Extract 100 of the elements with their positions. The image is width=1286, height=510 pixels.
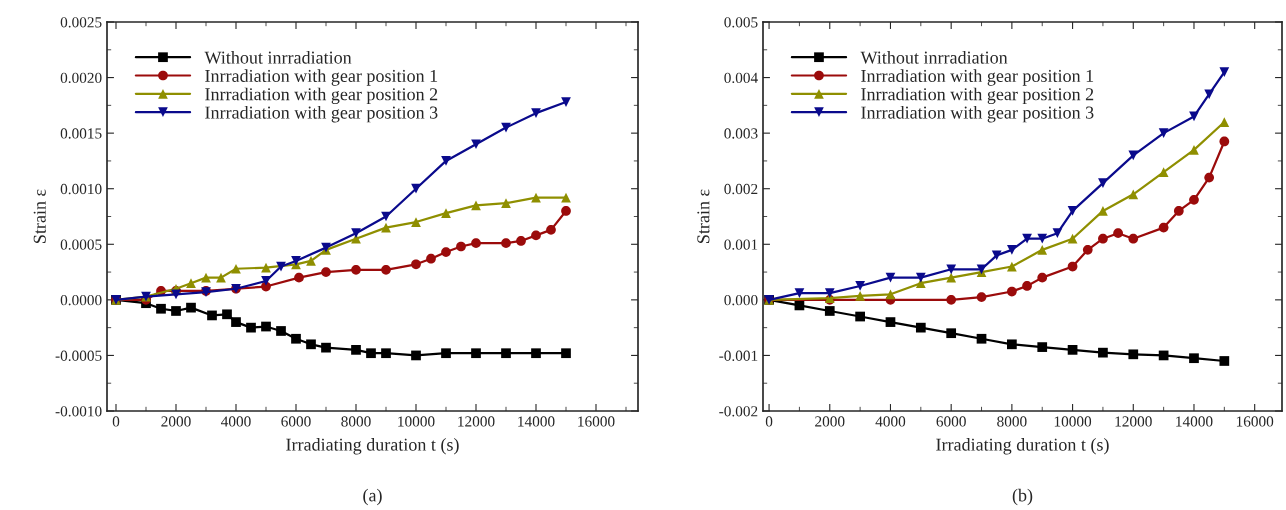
- y-tick-label: -0.002: [719, 406, 758, 417]
- point: [794, 288, 805, 299]
- point: [411, 350, 421, 361]
- point: [915, 272, 926, 283]
- point: [824, 306, 835, 316]
- point: [1067, 233, 1078, 244]
- point: [1007, 244, 1017, 255]
- y-tick-label: 0.0000: [60, 295, 102, 306]
- x-tick-label: 16000: [578, 416, 615, 427]
- x-tick-label: 0: [112, 416, 120, 427]
- text: (b): [1012, 488, 1033, 506]
- legend-label: Inrradiation with gear position 2: [861, 87, 1094, 105]
- point: [855, 291, 865, 301]
- point: [1158, 167, 1169, 177]
- x-tick-label: 10000: [398, 416, 435, 427]
- point: [946, 295, 957, 305]
- point: [231, 263, 241, 274]
- point: [976, 333, 987, 344]
- point: [1158, 128, 1169, 138]
- y-tick-label: 0.000: [724, 295, 758, 306]
- legend-label: Without inrradiation: [204, 51, 352, 64]
- point: [171, 289, 181, 300]
- point: [321, 342, 331, 353]
- point: [1173, 206, 1184, 216]
- point: [1128, 349, 1139, 360]
- point: [471, 348, 481, 359]
- point: [1022, 233, 1032, 244]
- point: [246, 322, 256, 333]
- point: [885, 272, 896, 283]
- point: [855, 311, 865, 322]
- point: [531, 348, 541, 359]
- x-axis-title: Irradiating duration t (s): [936, 438, 1109, 455]
- point: [501, 238, 511, 249]
- point: [381, 348, 391, 359]
- point: [291, 333, 301, 344]
- point: [1189, 353, 1199, 364]
- point: [441, 348, 451, 359]
- point: [946, 328, 957, 339]
- point: [1067, 206, 1078, 216]
- y-tick-label: 0.003: [724, 128, 758, 139]
- x-tick-label: 4000: [875, 416, 906, 427]
- y-tick-label: -0.0010: [55, 406, 102, 417]
- point: [261, 321, 271, 332]
- point: [294, 272, 304, 283]
- point: [915, 322, 926, 333]
- point: [1007, 261, 1017, 272]
- point: [885, 317, 896, 327]
- point: [1022, 281, 1032, 291]
- point: [1158, 222, 1169, 233]
- point: [1052, 228, 1063, 239]
- point: [276, 326, 286, 336]
- point: [351, 345, 361, 355]
- point: [885, 289, 896, 300]
- text: (a): [363, 488, 382, 506]
- point: [1219, 136, 1230, 147]
- point: [381, 264, 391, 275]
- y-tick-label: 0.001: [724, 239, 758, 250]
- point: [1098, 206, 1108, 216]
- point: [1037, 342, 1048, 352]
- point: [1067, 345, 1078, 355]
- point: [426, 253, 436, 264]
- point: [186, 302, 196, 313]
- point: [946, 272, 957, 283]
- legend-label: Inrradiation with gear position 1: [861, 69, 1094, 86]
- point: [1128, 189, 1139, 200]
- point: [824, 288, 835, 299]
- x-tick-label: 8000: [997, 416, 1027, 427]
- legend-label: Inrradiation with gear position 3: [861, 105, 1094, 123]
- y-tick-label: 0.0005: [60, 239, 102, 250]
- point: [1128, 233, 1139, 244]
- point: [1067, 261, 1078, 272]
- point: [261, 276, 271, 286]
- x-tick-label: 14000: [518, 416, 555, 427]
- point: [546, 224, 556, 235]
- point: [1037, 244, 1048, 255]
- y-tick-label: 0.0020: [60, 72, 102, 84]
- point: [171, 306, 181, 316]
- x-tick-label: 12000: [1115, 416, 1152, 427]
- point: [207, 310, 217, 321]
- x-tick-label: 2000: [815, 416, 845, 427]
- y-tick-label: 0.0010: [60, 183, 102, 195]
- point: [306, 256, 316, 266]
- point: [1219, 67, 1230, 77]
- point: [976, 292, 987, 302]
- point: [291, 256, 301, 266]
- x-tick-label: 2000: [161, 416, 191, 427]
- point: [561, 348, 571, 359]
- point: [1098, 347, 1108, 358]
- point: [306, 339, 316, 350]
- point: [411, 183, 421, 194]
- x-tick-label: 4000: [221, 416, 251, 427]
- y-tick-label: 0.005: [724, 17, 758, 28]
- x-axis-title: Irradiating duration t (s): [286, 438, 459, 455]
- legend-label: Without inrradiation: [860, 51, 1008, 64]
- y-tick-label: 0.002: [724, 183, 758, 195]
- point: [531, 230, 541, 241]
- y-tick-label: -0.001: [719, 350, 758, 361]
- point: [1219, 117, 1230, 127]
- point: [411, 259, 421, 270]
- point: [946, 264, 957, 275]
